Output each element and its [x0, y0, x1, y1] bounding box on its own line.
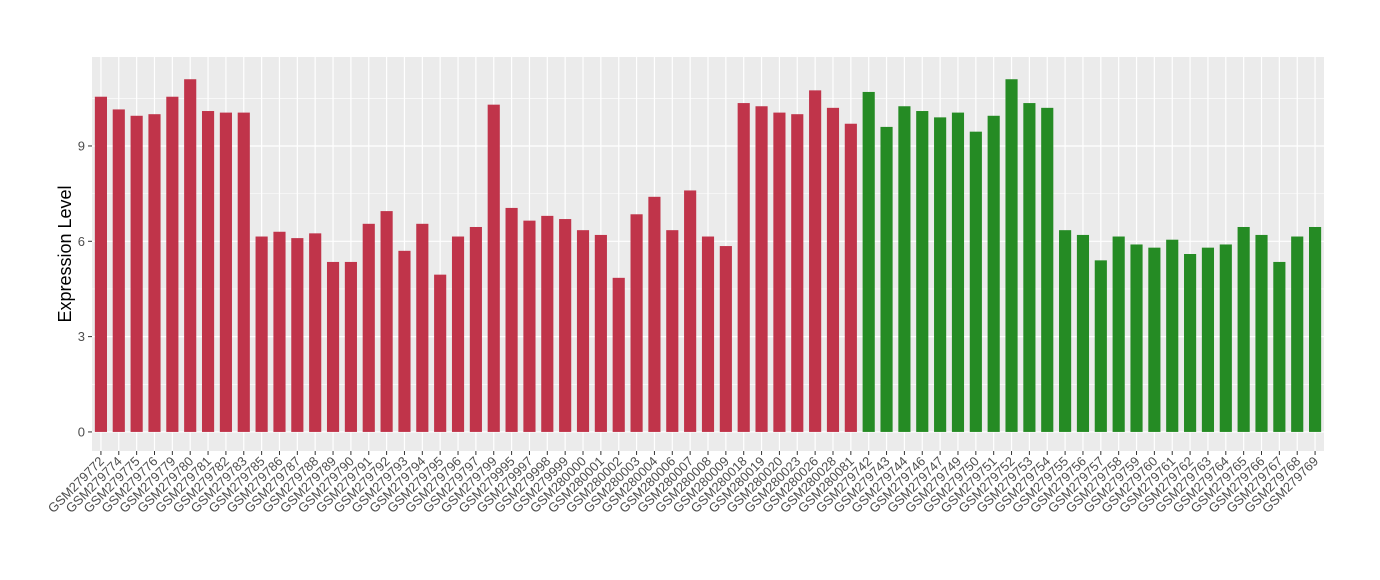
- bar: [505, 207, 518, 432]
- bar: [809, 90, 822, 432]
- bar: [219, 112, 232, 432]
- bar: [130, 115, 143, 432]
- bar: [666, 230, 679, 432]
- bar: [201, 111, 215, 432]
- y-axis: 0 3 6 9: [78, 138, 92, 439]
- bar: [326, 261, 340, 432]
- bar: [987, 115, 1000, 432]
- bar: [1309, 226, 1322, 432]
- bar: [916, 111, 929, 432]
- bar: [880, 126, 893, 432]
- y-tick-label: 3: [78, 329, 85, 344]
- bar: [1059, 230, 1072, 432]
- y-tick-label: 0: [78, 424, 85, 439]
- bar: [773, 112, 786, 432]
- bar: [844, 123, 857, 432]
- bar: [469, 226, 482, 432]
- bar: [380, 211, 393, 432]
- bar: [1273, 261, 1286, 432]
- bar: [416, 223, 429, 432]
- bars: [94, 79, 1322, 432]
- bar: [451, 236, 465, 432]
- bar: [648, 196, 661, 432]
- bar: [434, 274, 447, 432]
- bar: [1184, 254, 1197, 432]
- bar: [701, 236, 715, 432]
- bar: [362, 223, 375, 432]
- x-axis: GSM279772GSM279774GSM279775GSM279776GSM2…: [45, 451, 1321, 516]
- bar: [309, 233, 322, 432]
- bar: [94, 96, 107, 432]
- bar: [237, 112, 250, 432]
- bar: [1041, 107, 1054, 432]
- bar: [1237, 226, 1250, 432]
- bar: [684, 190, 697, 432]
- bar: [862, 91, 875, 432]
- bar: [1005, 79, 1018, 432]
- bar: [148, 114, 161, 432]
- bar: [487, 104, 500, 432]
- bar: [523, 220, 536, 432]
- bar: [184, 79, 197, 432]
- bar: [934, 117, 947, 432]
- bar: [1291, 236, 1304, 432]
- bar: [1023, 103, 1036, 432]
- bar: [826, 107, 840, 432]
- bar: [898, 106, 911, 432]
- bar: [166, 96, 179, 432]
- bar: [255, 236, 268, 432]
- bar: [1130, 244, 1143, 432]
- bar: [737, 103, 750, 432]
- bar: [112, 109, 125, 432]
- bar: [541, 215, 554, 432]
- bar: [1094, 260, 1107, 432]
- bar: [594, 234, 607, 432]
- y-tick-label: 9: [78, 138, 85, 153]
- bar: [559, 219, 572, 432]
- bar: [1166, 239, 1179, 432]
- bar: [1255, 234, 1268, 432]
- bar: [1148, 247, 1161, 432]
- bar: [1201, 247, 1215, 432]
- bar: [1076, 234, 1090, 432]
- bar: [398, 250, 411, 432]
- bar: [344, 261, 357, 432]
- bar: [273, 231, 286, 432]
- bar: [951, 112, 965, 432]
- bar: [755, 106, 768, 432]
- bar: [791, 114, 804, 432]
- bar: [630, 214, 643, 432]
- y-axis-label: Expression Level: [55, 185, 75, 322]
- bar: [576, 230, 590, 432]
- bar: [719, 246, 732, 432]
- bar: [1219, 244, 1232, 432]
- bar: [1112, 236, 1125, 432]
- bar: [969, 131, 982, 432]
- bar: [612, 277, 625, 432]
- bar: [291, 238, 304, 432]
- y-tick-label: 6: [78, 234, 85, 249]
